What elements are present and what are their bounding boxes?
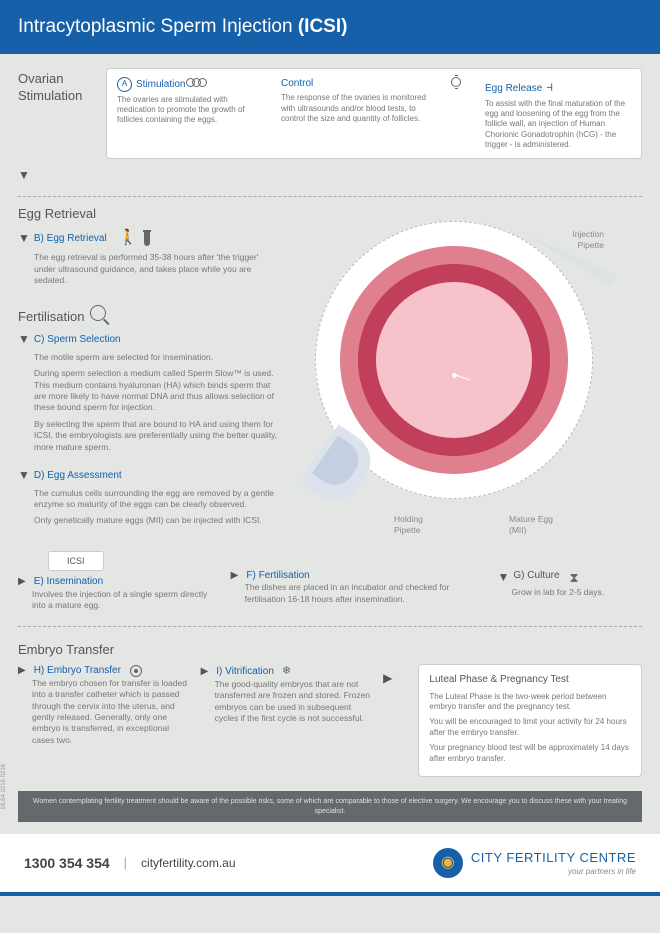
separator: | xyxy=(124,854,127,872)
lp-3: Your pregnancy blood test will be approx… xyxy=(429,743,631,765)
d-p1: The cumulus cells surrounding the egg ar… xyxy=(18,488,278,511)
disclaimer: Women contemplating fertility treatment … xyxy=(18,791,642,822)
phone-number: 1300 354 354 xyxy=(24,854,110,873)
brand-name: CITY FERTILITY CENTRE xyxy=(471,849,636,867)
vitrification-label: I) Vitrification xyxy=(216,665,274,679)
insemination-title: ▶E) Insemination xyxy=(18,575,217,589)
hourglass-icon: ⧗ xyxy=(570,569,579,587)
snowflake-icon: ❄ xyxy=(282,664,291,679)
sperm-selection-title: ▼C) Sperm Selection xyxy=(18,331,278,347)
retrieval-heading: Egg Retrieval xyxy=(18,205,278,223)
retrieval-title: ▼B) Egg Retrieval🚶 xyxy=(18,228,278,248)
inj-label: Injection Pipette xyxy=(554,229,604,252)
egg-cytoplasm xyxy=(376,282,532,438)
ovarian-section: Ovarian Stimulation A Stimulation The ova… xyxy=(18,68,642,160)
control-label: Control xyxy=(281,78,313,89)
release-icon: ⫞ xyxy=(546,77,553,96)
brand-tagline: your partners in life xyxy=(471,867,636,878)
fertilisation-step-title: ▶F) Fertilisation xyxy=(231,569,484,583)
follicle-icon xyxy=(189,78,207,92)
title-prefix: Intracytoplasmic Sperm Injection xyxy=(18,16,298,37)
retrieval-desc: The egg retrieval is performed 35-38 hou… xyxy=(18,252,278,286)
retrieval-label: B) Egg Retrieval xyxy=(34,232,107,246)
culture-title: ▼G) Culture⧗ xyxy=(498,569,642,587)
c-p1: The motile sperm are selected for insemi… xyxy=(18,352,278,363)
divider xyxy=(18,196,642,197)
stimulation-desc: The ovaries are stimulated with medicati… xyxy=(117,95,263,126)
transfer-heading: Embryo Transfer xyxy=(18,641,642,659)
logo-icon: ◉ xyxy=(433,848,463,878)
egg-assessment-title: ▼D) Egg Assessment xyxy=(18,467,278,483)
website-url: cityfertility.com.au xyxy=(141,855,235,871)
mature-label: Mature Egg (MII) xyxy=(509,514,564,537)
sperm-icon xyxy=(452,373,457,378)
arrow-icon: ▶ xyxy=(383,671,392,685)
magnifier-icon xyxy=(90,305,106,321)
luteal-title: Luteal Phase & Pregnancy Test xyxy=(429,673,631,687)
sperm-selection-label: C) Sperm Selection xyxy=(34,333,121,347)
page-title: Intracytoplasmic Sperm Injection (ICSI) xyxy=(18,14,642,40)
control-desc: The response of the ovaries is monitored… xyxy=(281,93,427,124)
follicle-single-icon xyxy=(451,77,461,87)
footer: 1300 354 354 | cityfertility.com.au ◉ CI… xyxy=(0,834,660,892)
eggrelease-desc: To assist with the final maturation of t… xyxy=(485,99,631,151)
control-title: Control xyxy=(281,77,427,91)
lp-2: You will be encouraged to limit your act… xyxy=(429,717,631,739)
title-bold: (ICSI) xyxy=(298,16,348,37)
egg-assessment-label: D) Egg Assessment xyxy=(34,469,122,483)
egg-diagram: Injection Pipette Holding Pipette Mature… xyxy=(294,205,614,535)
c-p3: By selecting the sperm that are bound to… xyxy=(18,419,278,453)
d-p2: Only genetically mature eggs (MII) can b… xyxy=(18,515,278,526)
footer-border xyxy=(0,892,660,896)
lp-1: The Luteal Phase is the two-week period … xyxy=(429,692,631,714)
tube-icon xyxy=(144,230,150,246)
vitrification-title: ▶I) Vitrification❄ xyxy=(201,664,372,679)
stimulation-label: Stimulation xyxy=(136,79,185,90)
c-p2: During sperm selection a medium called S… xyxy=(18,368,278,414)
embryo-transfer-desc: The embryo chosen for transfer is loaded… xyxy=(18,678,189,747)
eggrelease-label: Egg Release xyxy=(485,83,542,94)
badge-a: A xyxy=(117,77,132,92)
fertilisation-heading: Fertilisation xyxy=(18,305,278,326)
culture-label: G) Culture xyxy=(513,569,559,587)
person-icon: 🚶 xyxy=(119,228,138,248)
fertilisation-label: Fertilisation xyxy=(18,309,84,324)
arrow-icon: ▼ xyxy=(18,167,642,183)
page-header: Intracytoplasmic Sperm Injection (ICSI) xyxy=(0,0,660,54)
fertilisation-step-label: F) Fertilisation xyxy=(246,569,309,583)
icsi-badge: ICSI xyxy=(48,551,104,571)
ovarian-box: A Stimulation The ovaries are stimulated … xyxy=(106,68,642,160)
embryo-icon xyxy=(130,665,142,677)
icsi-row: ICSI ▶E) Insemination Involves the injec… xyxy=(18,551,642,612)
eggrelease-title: Egg Release ⫞ xyxy=(485,77,631,96)
hold-label: Holding Pipette xyxy=(394,514,444,537)
luteal-box: Luteal Phase & Pregnancy Test The Luteal… xyxy=(418,664,642,777)
divider xyxy=(18,626,642,627)
culture-desc: Grow in lab for 2-5 days. xyxy=(498,587,642,598)
stimulation-title: A Stimulation xyxy=(117,77,263,92)
fertilisation-step-desc: The dishes are placed in an incubator an… xyxy=(231,582,484,605)
embryo-transfer-title: ▶H) Embryo Transfer xyxy=(18,664,189,678)
document-code: ML64 0216 0216 xyxy=(0,764,8,809)
vitrification-desc: The good-quality embryos that are not tr… xyxy=(201,679,372,725)
embryo-transfer-label: H) Embryo Transfer xyxy=(34,664,121,678)
ovarian-heading: Ovarian Stimulation xyxy=(18,70,96,105)
insemination-label: E) Insemination xyxy=(34,575,103,589)
transfer-section: Embryo Transfer ▶H) Embryo Transfer The … xyxy=(18,641,642,778)
insemination-desc: Involves the injection of a single sperm… xyxy=(18,589,217,612)
brand: ◉ CITY FERTILITY CENTRE your partners in… xyxy=(433,848,636,878)
